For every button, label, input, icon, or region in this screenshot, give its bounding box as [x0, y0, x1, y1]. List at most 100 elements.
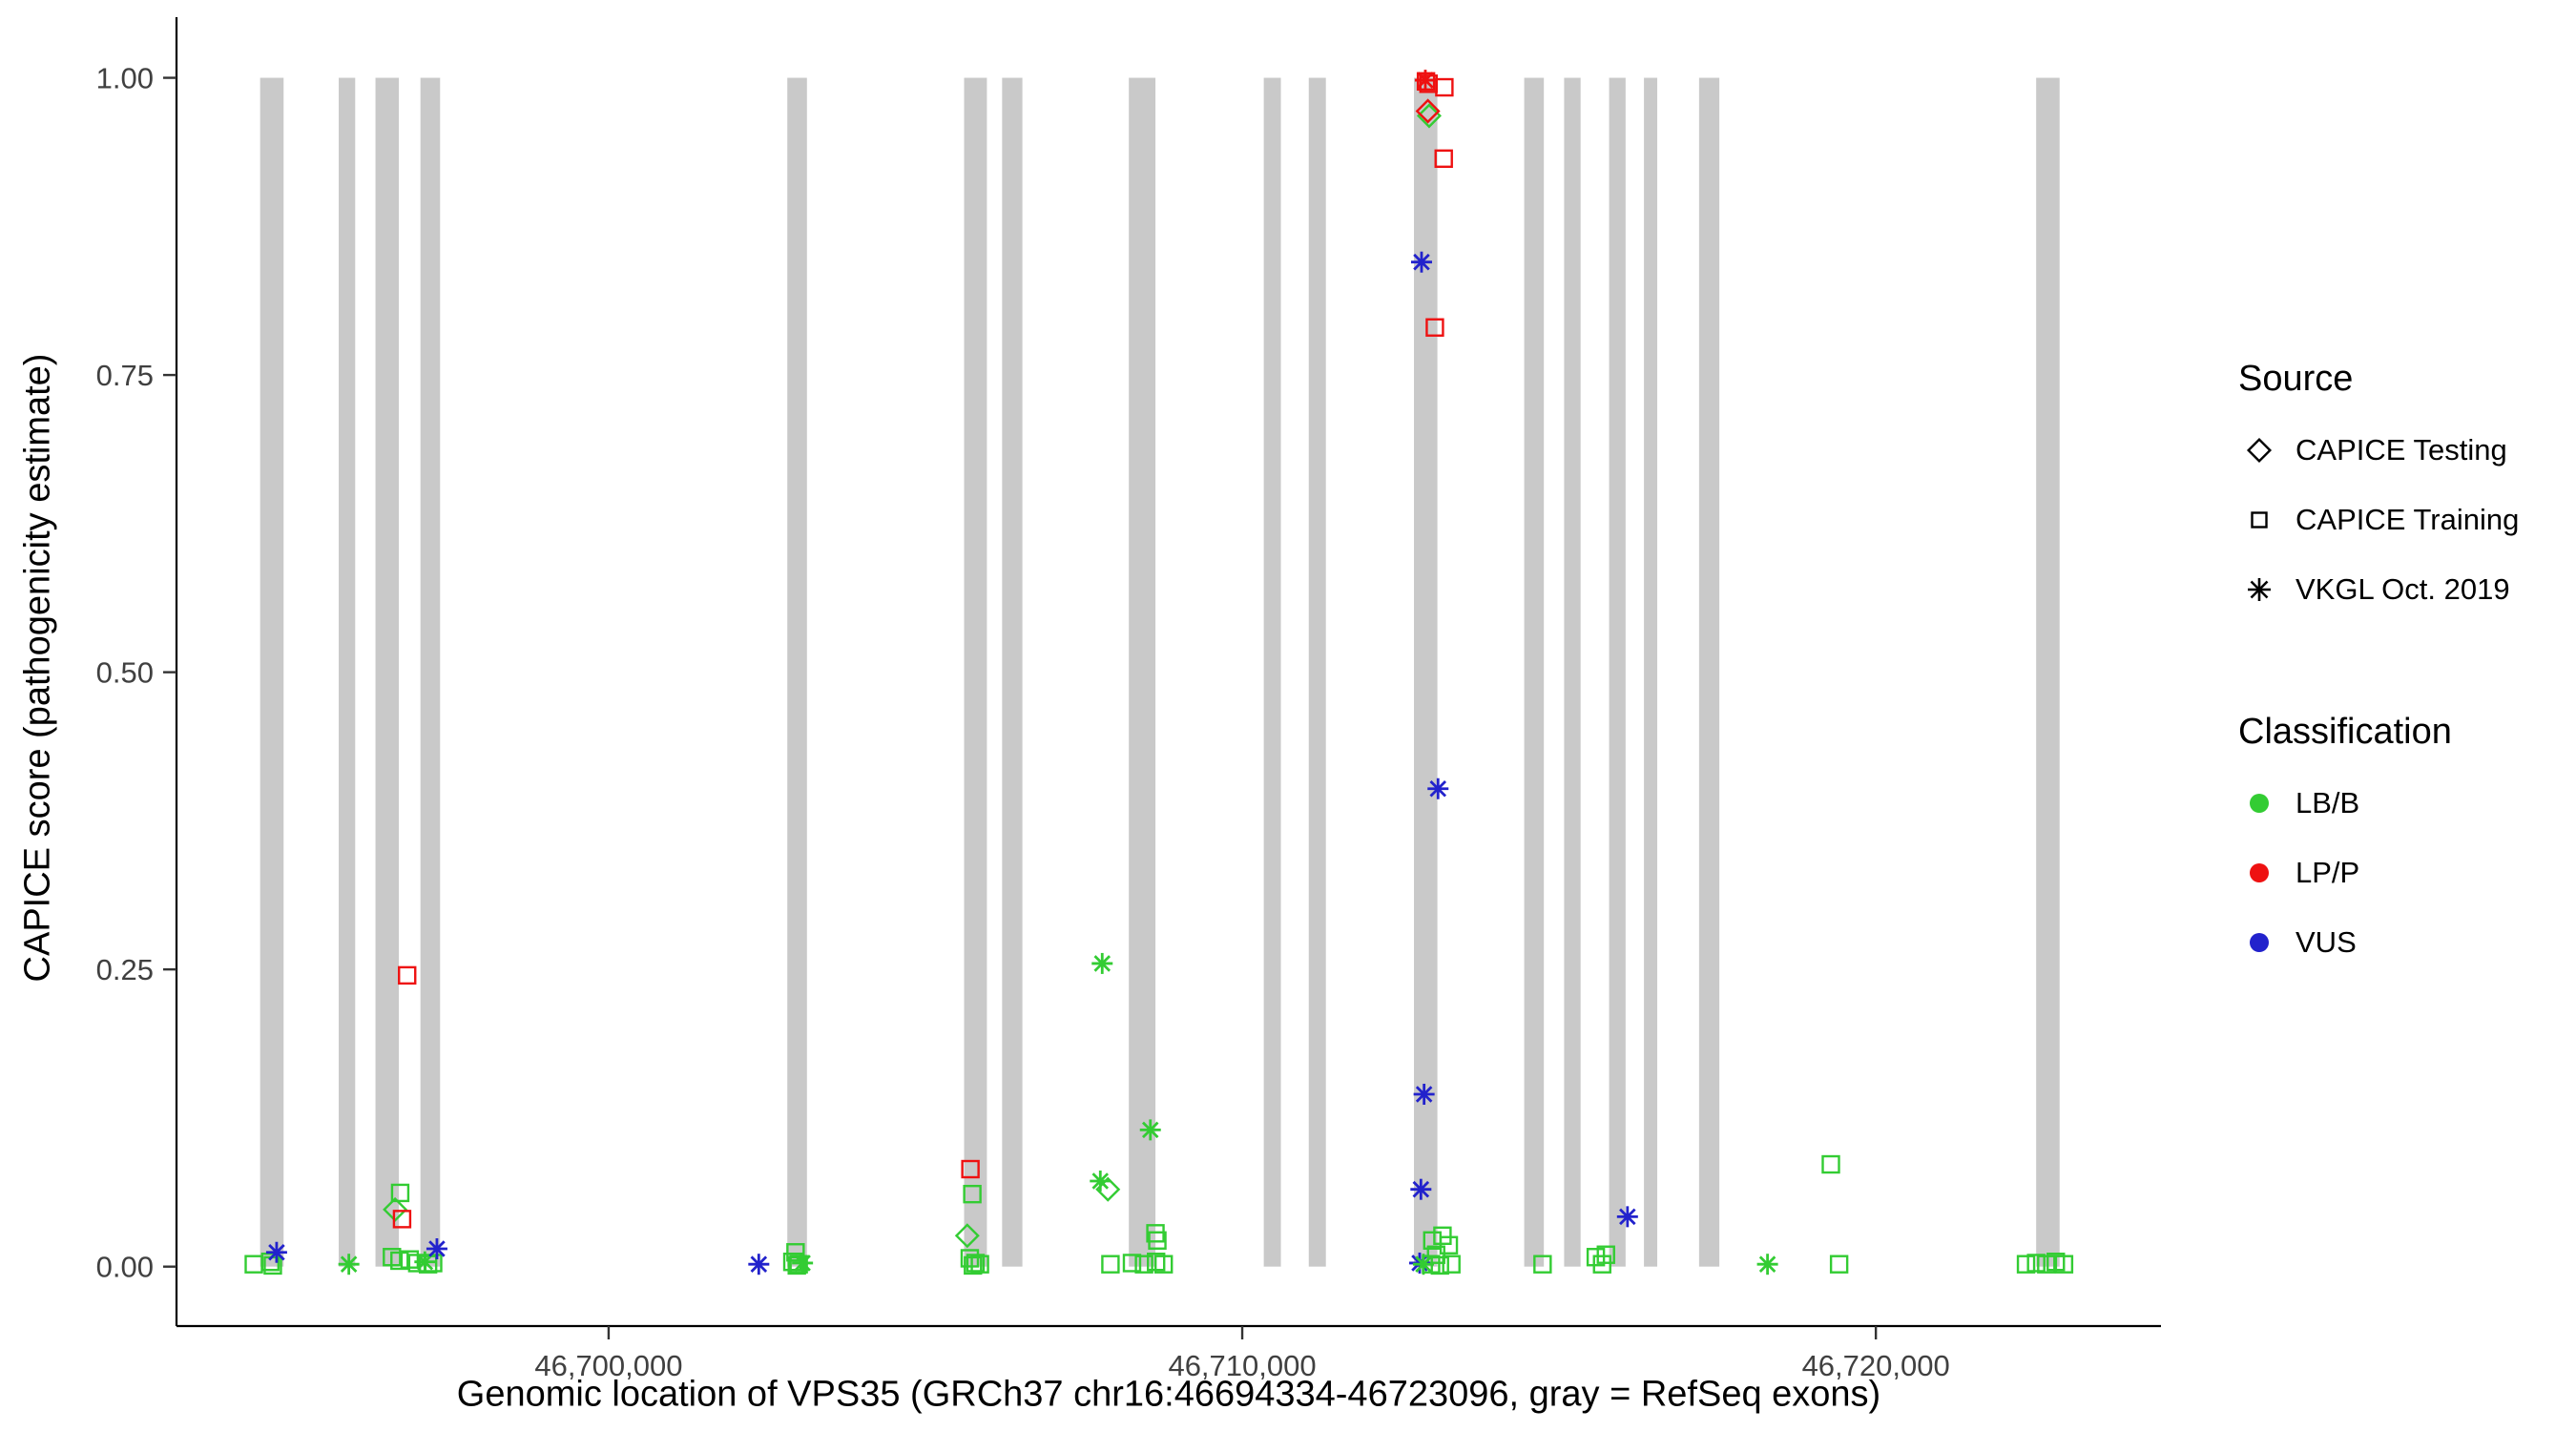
point-vkgl-asterisk	[1616, 1206, 1638, 1228]
point-training-square	[2026, 1254, 2046, 1273]
legend-label: VUS	[2296, 924, 2357, 959]
point-vkgl-asterisk	[426, 1238, 447, 1260]
legend-item-vkgl: VKGL Oct. 2019	[2238, 554, 2576, 624]
y-tick-label: 0.50	[96, 656, 154, 690]
x-tick-label: 46,720,000	[1802, 1349, 1950, 1382]
point-vkgl-asterisk	[1090, 1170, 1111, 1192]
y-tick-label: 0.25	[96, 953, 154, 986]
point-testing-diamond	[1095, 1176, 1121, 1202]
point-training-square	[1430, 1255, 1449, 1275]
point-vkgl-asterisk	[748, 1254, 770, 1275]
point-training-square	[786, 1243, 805, 1262]
point-training-square	[1433, 1226, 1452, 1245]
legend-item-vus: VUS	[2238, 907, 2576, 977]
x-tick-label: 46,710,000	[1168, 1349, 1316, 1382]
legend-item-lpp: LP/P	[2238, 838, 2576, 907]
point-training-square	[1153, 1255, 1174, 1274]
legend-classification-title: Classification	[2238, 712, 2452, 752]
exon-bar	[1698, 77, 1720, 1267]
x-tick-label: 46,700,000	[534, 1349, 682, 1382]
lbb-color-dot	[2250, 793, 2269, 813]
point-training-square	[964, 1255, 983, 1275]
point-vkgl-asterisk	[265, 1241, 287, 1263]
exon-bar	[375, 77, 400, 1267]
exon-bar	[1129, 77, 1156, 1267]
exon-bar	[2036, 77, 2060, 1267]
point-testing-diamond	[1415, 98, 1441, 124]
y-tick-label: 1.00	[96, 62, 154, 95]
exon-bar	[1644, 77, 1658, 1267]
exon-bar	[420, 77, 441, 1267]
y-axis-title: CAPICE score (pathogenicity estimate)	[17, 353, 58, 983]
legend-label: LP/P	[2296, 855, 2360, 889]
point-training-square	[963, 1184, 982, 1204]
legend-label: LB/B	[2296, 785, 2360, 819]
point-training-square	[1101, 1255, 1120, 1274]
point-training-square	[1122, 1254, 1142, 1273]
exon-bar	[1263, 77, 1281, 1267]
point-training-square	[1435, 77, 1454, 97]
point-testing-diamond	[954, 1223, 980, 1249]
point-training-square	[2016, 1255, 2036, 1274]
point-training-square	[1134, 1255, 1153, 1274]
point-training-square	[2037, 1255, 2056, 1274]
point-training-square	[1426, 1245, 1445, 1264]
point-training-square	[1533, 1255, 1552, 1274]
point-training-square	[424, 1254, 443, 1273]
square-icon	[2238, 499, 2280, 541]
point-training-square	[966, 1254, 986, 1273]
exon-bar	[1414, 77, 1438, 1267]
exon-bar	[260, 77, 284, 1267]
legend-item-lbb: LB/B	[2238, 768, 2576, 838]
legend-item-capice-training: CAPICE Training	[2238, 485, 2576, 554]
point-vkgl-asterisk	[1139, 1119, 1161, 1141]
point-training-square	[398, 965, 417, 985]
point-vkgl-asterisk	[1091, 952, 1113, 974]
point-training-square	[1592, 1255, 1611, 1274]
exon-bar	[964, 77, 987, 1267]
point-training-square	[1425, 318, 1444, 337]
point-testing-diamond	[1416, 103, 1442, 129]
point-training-square	[1416, 72, 1436, 91]
point-vkgl-asterisk	[1410, 1178, 1432, 1200]
point-training-square	[2054, 1255, 2074, 1274]
vus-color-dot	[2250, 932, 2269, 952]
y-tick-label: 0.00	[96, 1251, 154, 1284]
y-tick-label: 0.75	[96, 359, 154, 392]
point-training-square	[260, 1253, 280, 1272]
exon-bar	[1564, 77, 1581, 1267]
legend-label: VKGL Oct. 2019	[2296, 571, 2510, 606]
diamond-icon	[2238, 429, 2280, 471]
legend-source-title: Source	[2238, 359, 2354, 399]
point-testing-diamond	[383, 1196, 408, 1222]
legend-label: CAPICE Testing	[2296, 432, 2507, 467]
exon-bar	[1524, 77, 1545, 1267]
x-axis-title: Genomic location of VPS35 (GRCh37 chr16:…	[456, 1374, 1881, 1415]
point-training-square	[390, 1251, 409, 1271]
point-vkgl-asterisk	[338, 1254, 360, 1275]
point-training-square	[1596, 1245, 1615, 1264]
exon-bar	[1002, 77, 1023, 1267]
exon-bar	[339, 77, 356, 1267]
point-training-square	[1439, 1235, 1459, 1255]
point-training-square	[1148, 1231, 1167, 1250]
point-training-square	[390, 1183, 410, 1203]
lpp-color-dot	[2250, 862, 2269, 882]
point-vkgl-asterisk	[1410, 251, 1432, 273]
point-training-square	[1442, 1255, 1461, 1274]
asterisk-icon	[2238, 569, 2280, 611]
point-vkgl-asterisk	[1413, 1084, 1435, 1106]
legend-source: Source CAPICE Testing CAPICE Training	[2238, 358, 2576, 624]
point-training-square	[392, 1210, 412, 1229]
point-vkgl-asterisk	[1756, 1254, 1778, 1275]
point-training-square	[244, 1255, 263, 1274]
scatter-plot: 46,700,000 46,710,000 46,720,000 0.00 0.25 0.…	[96, 17, 2161, 1382]
exon-bar	[1609, 77, 1626, 1267]
point-training-square	[787, 1255, 806, 1275]
exon-bar	[787, 77, 807, 1267]
point-vkgl-asterisk	[1427, 778, 1449, 799]
point-training-square	[961, 1159, 980, 1179]
point-training-square	[1434, 149, 1453, 168]
point-training-square	[1821, 1154, 1840, 1174]
